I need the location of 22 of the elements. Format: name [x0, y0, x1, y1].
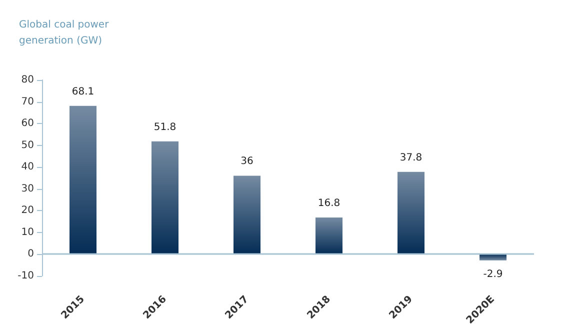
y-tick-label: 30: [21, 183, 34, 194]
y-tick-label: 70: [21, 96, 34, 108]
y-axis-title: Global coal power generation (GW): [19, 20, 112, 46]
y-tick-label: 40: [21, 162, 34, 173]
y-tick-label: 10: [21, 226, 34, 238]
bar: [398, 172, 424, 254]
data-label: 37.8: [400, 152, 422, 164]
data-label: 16.8: [318, 198, 340, 210]
bar: [234, 176, 260, 254]
data-label: -2.9: [483, 268, 503, 280]
data-label: 51.8: [154, 122, 176, 133]
data-label: 36: [240, 156, 254, 168]
data-label: 68.1: [72, 86, 94, 98]
bar: [152, 141, 178, 254]
y-tick-label: 80: [21, 74, 34, 86]
bar: [316, 218, 342, 254]
y-tick-label: 0: [28, 248, 34, 260]
bar: [70, 106, 96, 254]
y-tick-label: 60: [21, 118, 34, 130]
y-tick-label: 50: [21, 140, 34, 151]
y-tick-label: -10: [18, 270, 34, 282]
y-tick-label: 20: [21, 205, 34, 216]
